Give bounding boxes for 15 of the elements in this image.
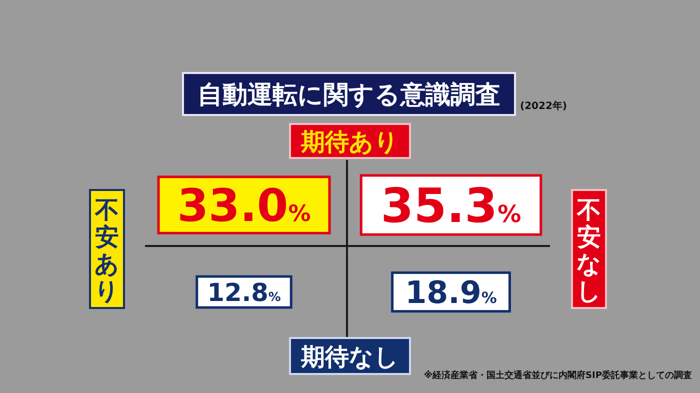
y-tick-label: 期待なし bbox=[300, 343, 399, 371]
annotation: ※経済産業省・国土交通省並びに内閣府SIP委託事業としての調査 bbox=[424, 370, 692, 381]
text: (2022年) bbox=[520, 100, 567, 112]
data-label: 33.0% bbox=[177, 179, 311, 232]
cell: 18.9% bbox=[391, 271, 511, 313]
data-label: 12.8% bbox=[207, 278, 282, 307]
x-tick-label: 不安なし bbox=[576, 196, 602, 305]
text: 自動運転に関する意識調査 bbox=[198, 80, 500, 109]
data-label: 35.3% bbox=[380, 179, 522, 234]
cell: 35.3% bbox=[360, 174, 542, 236]
cell: 33.0% bbox=[157, 176, 331, 234]
data-label: 18.9% bbox=[405, 275, 497, 312]
y-tick-label: 期待あり bbox=[300, 128, 399, 156]
x-tick-label: 不安あり bbox=[94, 196, 120, 305]
cell: 12.8% bbox=[196, 275, 292, 309]
